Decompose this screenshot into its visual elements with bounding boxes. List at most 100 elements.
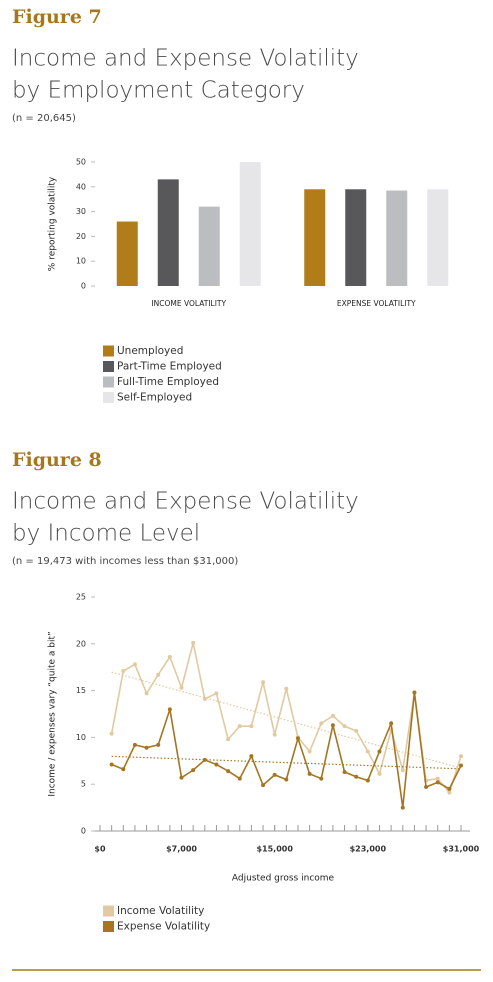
legend-swatch <box>103 376 114 388</box>
point <box>319 721 324 726</box>
y-axis-label: Income / expenses vary “quite a bit” <box>48 631 58 796</box>
bar <box>239 162 261 286</box>
point <box>447 786 452 791</box>
legend-label: Expense Volatility <box>117 921 210 933</box>
chart-title: by Employment Category <box>12 78 305 104</box>
chart-subtitle: (n = 20,645) <box>12 113 76 124</box>
x-category-label: INCOME VOLATILITY <box>151 299 226 308</box>
point <box>144 745 149 750</box>
point <box>261 783 266 788</box>
point <box>354 728 359 733</box>
chart-subtitle: (n = 19,473 with incomes less than $31,0… <box>12 556 238 567</box>
figure-label: Figure 7 <box>12 6 102 28</box>
point <box>435 776 440 781</box>
point <box>226 737 231 742</box>
y-tick-label: 10 <box>76 733 86 742</box>
bar <box>345 189 367 286</box>
point <box>377 749 382 754</box>
y-tick-label: 20 <box>76 639 86 648</box>
point <box>272 732 277 737</box>
point <box>214 762 219 767</box>
x-axis-label: Adjusted gross income <box>232 874 335 884</box>
y-tick-label: 50 <box>76 158 86 167</box>
point <box>261 680 266 685</box>
point <box>330 723 335 728</box>
x-tick-label: $0 <box>94 845 106 854</box>
point <box>156 742 161 747</box>
y-tick-label: 25 <box>76 593 86 602</box>
point <box>354 774 359 779</box>
y-tick-label: 0 <box>81 282 86 291</box>
series-line <box>110 642 462 795</box>
point <box>272 772 277 777</box>
trendline <box>111 755 462 770</box>
point <box>307 771 312 776</box>
bar <box>304 189 326 286</box>
legend-label: Self-Employed <box>117 392 192 404</box>
point <box>132 742 137 747</box>
point <box>400 805 405 810</box>
x-tick-label: $15,000 <box>256 845 293 854</box>
point <box>365 778 370 783</box>
point <box>424 785 429 790</box>
point <box>319 776 324 781</box>
bar <box>116 221 138 286</box>
y-tick-label: 15 <box>76 686 86 695</box>
legend-swatch <box>103 392 114 403</box>
point <box>295 736 300 741</box>
point <box>237 724 242 729</box>
point <box>191 640 196 645</box>
point <box>121 767 126 772</box>
x-tick-label: $31,000 <box>443 845 480 854</box>
point <box>249 724 254 729</box>
legend-label: Income Volatility <box>117 905 204 917</box>
x-category-label: EXPENSE VOLATILITY <box>337 299 416 308</box>
legend-swatch <box>103 361 114 372</box>
bar <box>198 206 220 286</box>
y-tick-label: 0 <box>81 827 86 836</box>
point <box>121 668 126 673</box>
point <box>202 757 207 762</box>
y-tick-label: 5 <box>81 780 86 789</box>
point <box>179 775 184 780</box>
point <box>389 721 394 726</box>
y-tick-label: 40 <box>76 182 86 191</box>
legend-label: Full-Time Employed <box>117 376 219 388</box>
point <box>459 754 463 759</box>
point <box>284 686 289 691</box>
y-tick-label: 20 <box>76 232 86 241</box>
point <box>191 768 196 773</box>
point <box>447 790 452 795</box>
point <box>179 685 184 690</box>
y-tick-label: 30 <box>76 207 86 216</box>
point <box>342 724 347 729</box>
bar <box>386 190 408 286</box>
point <box>249 754 254 759</box>
point <box>167 707 172 712</box>
legend-swatch <box>103 345 114 357</box>
point <box>144 691 149 696</box>
point <box>109 731 114 736</box>
point <box>307 749 312 754</box>
chart-title: by Income Level <box>12 521 200 547</box>
point <box>365 749 370 754</box>
x-tick-label: $7,000 <box>166 845 197 854</box>
point <box>435 780 440 785</box>
point <box>284 777 289 782</box>
point <box>156 672 161 677</box>
legend-label: Part-Time Employed <box>117 361 222 373</box>
point <box>202 697 207 702</box>
legend-swatch <box>103 905 114 917</box>
legend-swatch <box>103 921 114 932</box>
point <box>400 768 405 773</box>
point <box>109 762 114 767</box>
y-axis-label: % reporting volatility <box>48 176 58 271</box>
point <box>377 771 382 776</box>
legend-label: Unemployed <box>117 345 183 357</box>
point <box>237 776 242 781</box>
point <box>214 691 219 696</box>
point <box>226 769 231 774</box>
point <box>132 662 137 667</box>
figure-label: Figure 8 <box>12 449 102 471</box>
